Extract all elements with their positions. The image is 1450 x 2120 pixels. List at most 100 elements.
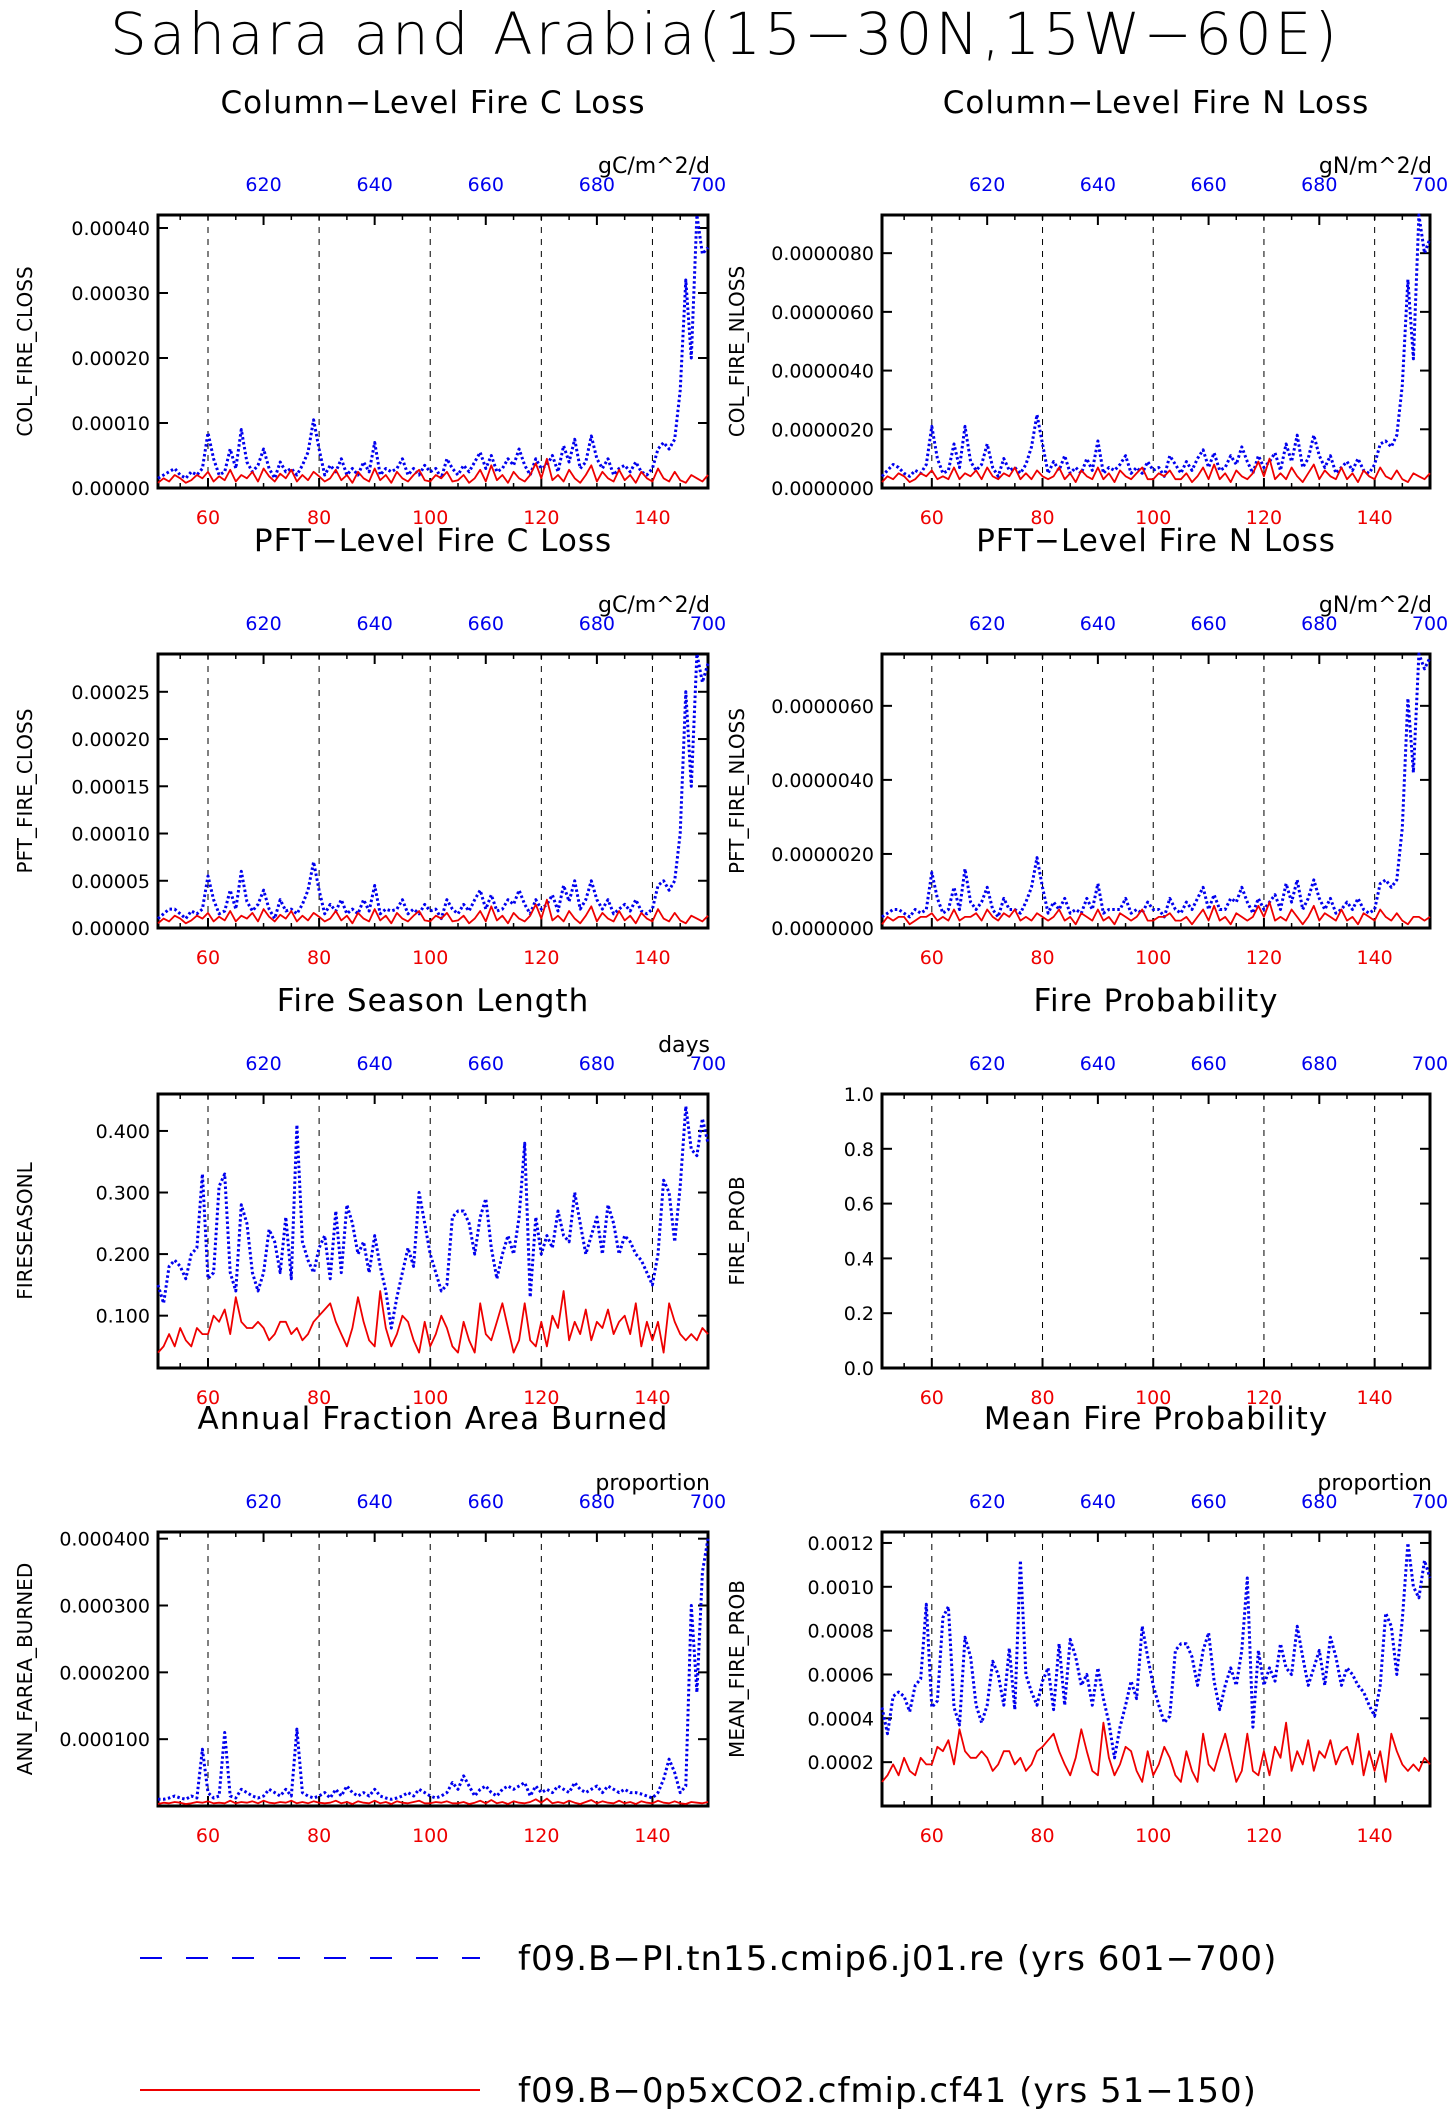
top-tick-label: 620 bbox=[245, 174, 281, 196]
y-tick-label: 0.0006 bbox=[808, 1664, 874, 1686]
top-tick-label: 680 bbox=[1301, 1053, 1337, 1075]
top-tick-label: 620 bbox=[969, 613, 1005, 635]
panel-title: Column−Level Fire C Loss bbox=[220, 85, 645, 121]
y-tick-label: 0.400 bbox=[96, 1121, 150, 1143]
legend-label: f09.B−0p5xCO2.cfmip.cf41 (yrs 51−150) bbox=[518, 2071, 1257, 2111]
y-tick-label: 0.00005 bbox=[71, 871, 150, 893]
top-tick-label: 620 bbox=[969, 1053, 1005, 1075]
bottom-tick-label: 80 bbox=[307, 947, 331, 969]
y-tick-label: 0.0000080 bbox=[771, 243, 874, 265]
top-tick-label: 700 bbox=[1412, 1491, 1448, 1513]
y-tick-label: 0.4 bbox=[844, 1248, 874, 1270]
figure-title: Sahara and Arabia(15−30N,15W−60E) bbox=[109, 0, 1341, 68]
y-tick-label: 0.00025 bbox=[71, 682, 150, 704]
bottom-tick-label: 120 bbox=[1246, 947, 1282, 969]
y-tick-label: 0.0000060 bbox=[771, 302, 874, 324]
plot-frame bbox=[156, 1530, 710, 1808]
y-tick-label: 0.00020 bbox=[71, 729, 150, 751]
top-tick-label: 660 bbox=[468, 613, 504, 635]
y-tick-label: 0.2 bbox=[844, 1303, 874, 1325]
y-tick-label: 0.0002 bbox=[808, 1752, 874, 1774]
y-tick-label: 0.100 bbox=[96, 1306, 150, 1328]
series-line-red bbox=[157, 1797, 709, 1805]
bottom-tick-label: 60 bbox=[920, 1387, 944, 1409]
units-label: proportion bbox=[595, 1471, 710, 1496]
top-tick-label: 640 bbox=[1080, 1491, 1116, 1513]
top-tick-label: 660 bbox=[1190, 174, 1226, 196]
top-tick-label: 700 bbox=[690, 613, 726, 635]
bottom-tick-label: 120 bbox=[1246, 507, 1282, 529]
top-tick-label: 660 bbox=[468, 1053, 504, 1075]
y-tick-label: 0.00015 bbox=[71, 776, 150, 798]
top-tick-label: 700 bbox=[690, 174, 726, 196]
top-tick-label: 640 bbox=[357, 1053, 393, 1075]
bottom-tick-label: 120 bbox=[1246, 1825, 1282, 1847]
bottom-tick-label: 120 bbox=[1246, 1387, 1282, 1409]
bottom-tick-label: 100 bbox=[1135, 947, 1171, 969]
bottom-tick-label: 80 bbox=[307, 507, 331, 529]
units-label: days bbox=[658, 1033, 710, 1058]
panel-title: Fire Probability bbox=[1033, 983, 1278, 1019]
bottom-tick-label: 140 bbox=[634, 1387, 670, 1409]
y-tick-label: 0.0004 bbox=[808, 1708, 874, 1730]
bottom-tick-label: 80 bbox=[1030, 1387, 1054, 1409]
bottom-tick-label: 80 bbox=[307, 1825, 331, 1847]
y-tick-label: 0.00010 bbox=[71, 824, 150, 846]
bottom-tick-label: 100 bbox=[412, 947, 448, 969]
bottom-tick-label: 100 bbox=[412, 1825, 448, 1847]
top-tick-label: 680 bbox=[579, 613, 615, 635]
y-tick-label: 0.0000040 bbox=[771, 770, 874, 792]
top-tick-label: 680 bbox=[579, 1053, 615, 1075]
y-tick-label: 0.000300 bbox=[59, 1596, 150, 1618]
top-tick-label: 620 bbox=[245, 1053, 281, 1075]
y-tick-label: 0.0000060 bbox=[771, 696, 874, 718]
series-line-blue bbox=[881, 652, 1432, 919]
series-line-red bbox=[157, 1290, 709, 1354]
top-tick-label: 640 bbox=[357, 613, 393, 635]
top-tick-label: 640 bbox=[1080, 1053, 1116, 1075]
plot-frame bbox=[156, 1092, 710, 1370]
y-tick-label: 0.300 bbox=[96, 1183, 150, 1205]
y-axis-label: COL_FIRE_CLOSS bbox=[13, 266, 37, 436]
series-line-red bbox=[881, 901, 1431, 926]
y-tick-label: 0.0 bbox=[844, 1358, 874, 1380]
bottom-tick-label: 80 bbox=[1030, 1825, 1054, 1847]
bottom-tick-label: 60 bbox=[196, 947, 220, 969]
y-tick-label: 0.0000000 bbox=[771, 918, 874, 940]
bottom-tick-label: 140 bbox=[634, 507, 670, 529]
bottom-tick-label: 80 bbox=[307, 1387, 331, 1409]
top-tick-label: 640 bbox=[357, 174, 393, 196]
bottom-tick-label: 100 bbox=[412, 507, 448, 529]
series-line-blue bbox=[880, 213, 1432, 478]
y-tick-label: 0.0010 bbox=[808, 1577, 874, 1599]
panel-title: Annual Fraction Area Burned bbox=[198, 1401, 669, 1437]
bottom-tick-label: 140 bbox=[634, 1825, 670, 1847]
plot-frame bbox=[156, 652, 710, 930]
y-tick-label: 0.000100 bbox=[59, 1729, 150, 1751]
bottom-tick-label: 120 bbox=[523, 1387, 559, 1409]
bottom-tick-label: 120 bbox=[523, 1825, 559, 1847]
bottom-tick-label: 100 bbox=[412, 1387, 448, 1409]
top-tick-label: 640 bbox=[357, 1491, 393, 1513]
series-line-red bbox=[157, 457, 709, 484]
series-line-blue bbox=[158, 1538, 710, 1801]
top-tick-label: 660 bbox=[468, 1491, 504, 1513]
y-axis-label: FIRE_PROB bbox=[725, 1176, 749, 1285]
series-line-red bbox=[881, 1721, 1431, 1783]
y-tick-label: 0.0000000 bbox=[771, 478, 874, 500]
y-tick-label: 0.00000 bbox=[71, 918, 150, 940]
series-line-blue bbox=[157, 652, 710, 921]
bottom-tick-label: 100 bbox=[1135, 507, 1171, 529]
top-tick-label: 660 bbox=[1190, 1491, 1226, 1513]
bottom-tick-label: 80 bbox=[1030, 947, 1054, 969]
top-tick-label: 640 bbox=[1080, 174, 1116, 196]
top-tick-label: 660 bbox=[1190, 613, 1226, 635]
top-tick-label: 640 bbox=[1080, 613, 1116, 635]
top-tick-label: 620 bbox=[245, 1491, 281, 1513]
panel-title: PFT−Level Fire N Loss bbox=[976, 523, 1336, 559]
y-tick-label: 0.00030 bbox=[71, 283, 150, 305]
top-tick-label: 700 bbox=[690, 1053, 726, 1075]
y-tick-label: 0.200 bbox=[96, 1244, 150, 1266]
top-tick-label: 700 bbox=[1412, 1053, 1448, 1075]
